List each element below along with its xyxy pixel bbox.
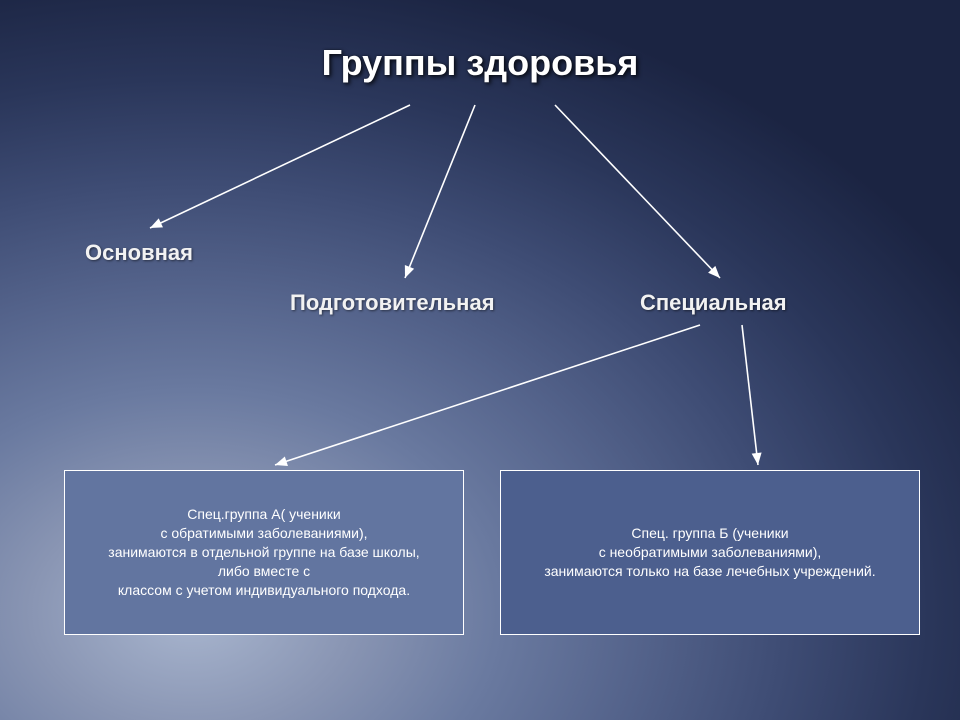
- slide-title: Группы здоровья: [0, 42, 960, 84]
- category-prep: Подготовительная: [290, 290, 495, 316]
- box-spec-a: Спец.группа А( ученики с обратимыми забо…: [64, 470, 464, 635]
- category-main: Основная: [85, 240, 193, 266]
- box-text-spec-b: Спец. группа Б (ученики с необратимыми з…: [544, 524, 875, 581]
- box-spec-b: Спец. группа Б (ученики с необратимыми з…: [500, 470, 920, 635]
- box-text-spec-a: Спец.группа А( ученики с обратимыми забо…: [108, 505, 419, 599]
- category-spec: Специальная: [640, 290, 787, 316]
